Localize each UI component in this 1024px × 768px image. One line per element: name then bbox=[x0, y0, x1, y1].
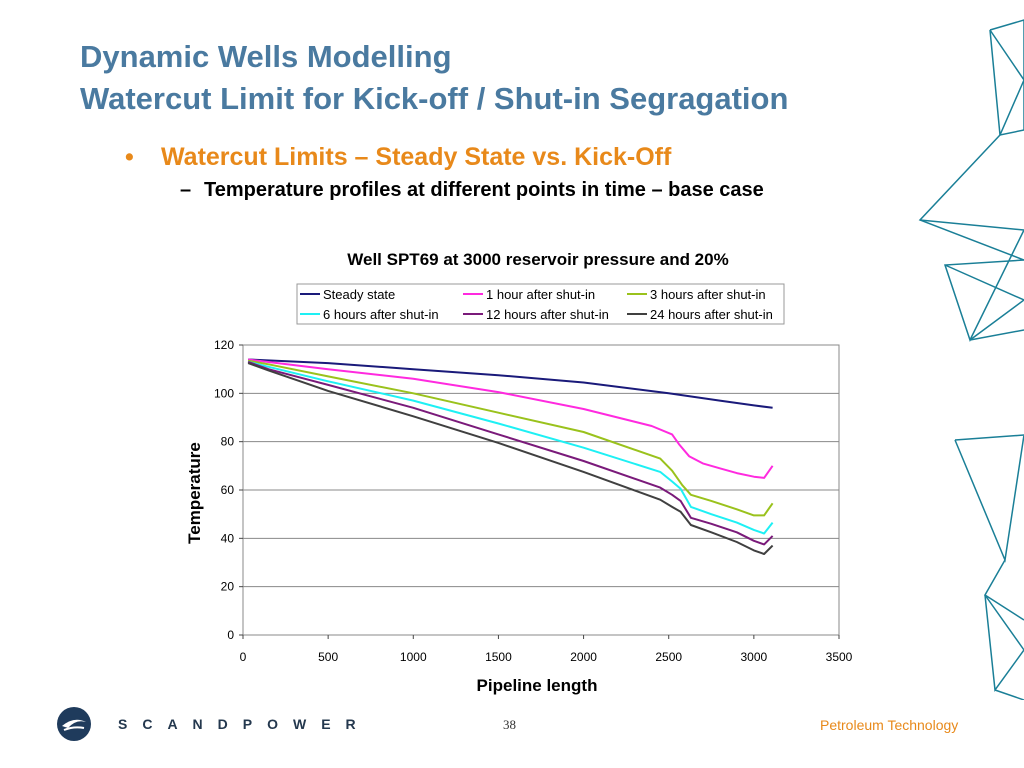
x-tick-label: 0 bbox=[240, 650, 247, 664]
division-name: Petroleum Technology bbox=[820, 717, 959, 733]
y-tick-label: 60 bbox=[221, 483, 235, 497]
x-tick-label: 1500 bbox=[485, 650, 512, 664]
x-tick-label: 1000 bbox=[400, 650, 427, 664]
series-line bbox=[247, 358, 774, 479]
bullet-level-2: – Temperature profiles at different point… bbox=[180, 179, 764, 202]
x-tick-label: 3500 bbox=[826, 650, 853, 664]
bullet-text: Temperature profiles at different points… bbox=[204, 179, 764, 201]
y-axis-label: Temperature bbox=[185, 442, 204, 544]
legend-label: 24 hours after shut-in bbox=[650, 307, 773, 322]
y-tick-label: 80 bbox=[221, 435, 235, 449]
scandpower-logo-icon bbox=[57, 707, 91, 741]
series-line bbox=[248, 358, 773, 409]
x-tick-label: 2000 bbox=[570, 650, 597, 664]
legend-box bbox=[296, 283, 785, 325]
legend-label: 12 hours after shut-in bbox=[486, 307, 609, 322]
slide-title: Dynamic Wells Modelling Watercut Limit f… bbox=[80, 36, 788, 120]
y-tick-label: 40 bbox=[221, 531, 235, 545]
x-tick-label: 2500 bbox=[655, 650, 682, 664]
legend-label: 3 hours after shut-in bbox=[650, 287, 766, 302]
y-tick-label: 0 bbox=[227, 628, 234, 642]
series-line bbox=[247, 362, 774, 555]
chart-title: Well SPT69 at 3000 reservoir pressure an… bbox=[347, 250, 728, 269]
title-line-2: Watercut Limit for Kick-off / Shut-in Se… bbox=[80, 81, 789, 116]
y-tick-label: 20 bbox=[221, 580, 235, 594]
series-line bbox=[247, 360, 774, 535]
bullet-marker: • bbox=[125, 143, 134, 171]
bullet-marker: – bbox=[180, 179, 192, 201]
y-tick-label: 100 bbox=[214, 386, 234, 400]
title-line-1: Dynamic Wells Modelling bbox=[80, 39, 452, 74]
x-tick-label: 3000 bbox=[741, 650, 768, 664]
brand-name: SCANDPOWER bbox=[118, 716, 371, 732]
bullet-level-1: • Watercut Limits – Steady State vs. Kick… bbox=[125, 143, 671, 172]
decorative-wireframe-icon bbox=[918, 19, 1024, 700]
series-line bbox=[247, 360, 774, 546]
page-number: 38 bbox=[503, 717, 516, 732]
series-line bbox=[247, 359, 774, 517]
legend-label: Steady state bbox=[323, 287, 395, 302]
bullet-text: Watercut Limits – Steady State vs. Kick-… bbox=[161, 143, 672, 171]
legend-label: 1 hour after shut-in bbox=[486, 287, 595, 302]
legend-label: 6 hours after shut-in bbox=[323, 307, 439, 322]
x-tick-label: 500 bbox=[318, 650, 338, 664]
x-axis-label: Pipeline length bbox=[477, 676, 598, 695]
y-tick-label: 120 bbox=[214, 338, 234, 352]
